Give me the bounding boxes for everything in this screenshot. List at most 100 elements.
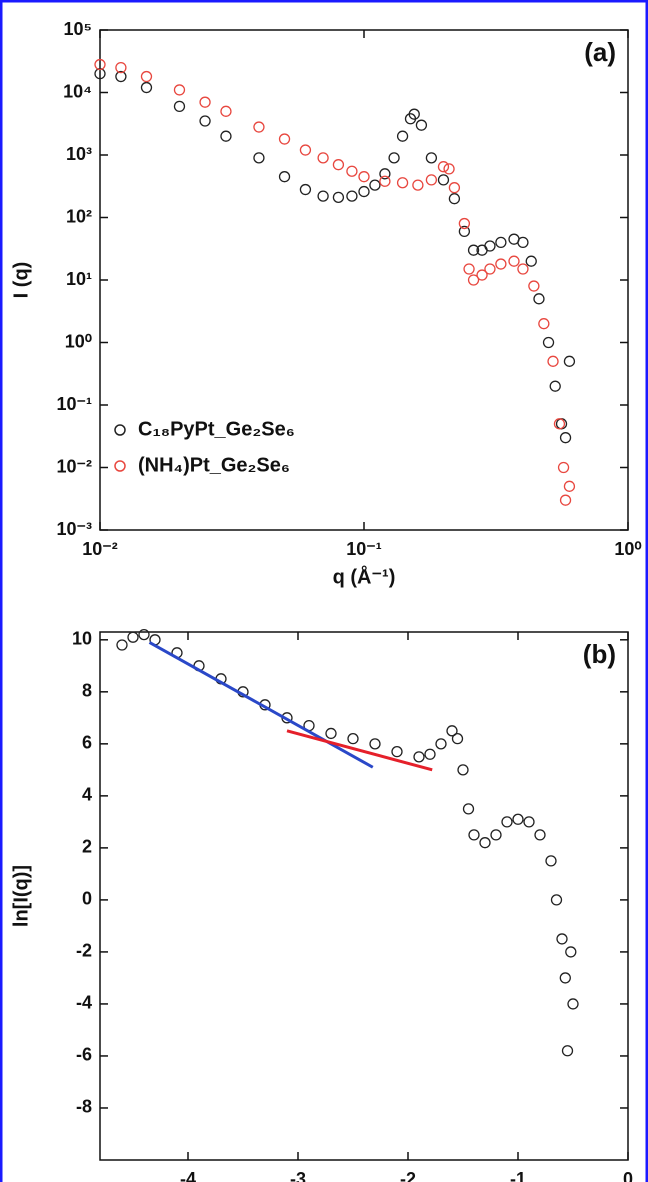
data-point — [508, 255, 520, 267]
panel-label: (a) — [584, 37, 616, 67]
data-point — [563, 480, 576, 492]
data-point — [199, 96, 211, 108]
x-axis-label: q (Å⁻¹) — [333, 564, 396, 588]
data-point — [462, 803, 475, 815]
data-point — [545, 855, 557, 867]
y-tick-label: 6 — [82, 733, 92, 753]
data-point — [396, 130, 409, 142]
data-point — [253, 121, 265, 133]
data-point — [94, 58, 106, 71]
data-point — [463, 263, 475, 275]
data-point — [358, 185, 370, 198]
y-tick-label: -6 — [76, 1045, 92, 1065]
data-point — [140, 70, 153, 83]
x-tick-label: 10⁰ — [614, 539, 641, 559]
data-point — [549, 380, 561, 392]
data-point — [346, 190, 358, 202]
x-tick-label: -4 — [180, 1169, 196, 1182]
y-tick-label: 10¹ — [66, 269, 92, 289]
data-point — [425, 152, 438, 164]
panel-label: (b) — [583, 639, 616, 669]
x-tick-label: 10⁻¹ — [346, 539, 382, 559]
legend-label: (NH₄)Pt_Ge₂Se₆ — [138, 454, 290, 476]
y-tick-label: 8 — [82, 681, 92, 701]
data-point — [457, 764, 469, 776]
data-point — [253, 152, 265, 164]
data-point — [446, 725, 458, 737]
data-point — [278, 171, 291, 183]
fit-line — [286, 729, 433, 772]
data-point — [517, 263, 529, 275]
data-point — [325, 727, 337, 740]
data-point — [332, 159, 345, 171]
data-point — [559, 972, 571, 984]
data-point — [317, 190, 329, 202]
data-point — [468, 829, 480, 841]
y-tick-label: -4 — [76, 993, 92, 1013]
x-tick-label: 0 — [623, 1169, 633, 1182]
data-point — [476, 269, 488, 281]
data-point — [408, 108, 420, 120]
data-point — [484, 263, 496, 275]
data-point — [467, 244, 480, 256]
data-point — [116, 639, 128, 651]
data-point — [299, 144, 312, 156]
data-point — [173, 84, 186, 96]
data-point — [495, 236, 507, 249]
data-point — [413, 751, 425, 763]
y-tick-label: 10⁻² — [56, 456, 92, 476]
data-point — [115, 70, 127, 83]
x-tick-label: -3 — [290, 1169, 306, 1182]
data-point — [525, 255, 537, 267]
data-point — [379, 168, 391, 180]
data-point — [490, 829, 502, 841]
data-point — [484, 240, 496, 252]
y-tick-label: 10³ — [66, 144, 92, 164]
data-point — [412, 179, 424, 191]
data-point — [140, 81, 153, 94]
data-point — [538, 318, 550, 330]
data-point — [425, 174, 438, 186]
y-tick-label: 10⁻¹ — [56, 394, 92, 414]
data-point — [115, 61, 127, 74]
data-point — [563, 355, 576, 367]
data-point — [553, 418, 566, 430]
data-point — [317, 152, 329, 164]
data-point — [94, 68, 106, 80]
data-point — [479, 837, 491, 849]
data-point — [557, 461, 570, 474]
data-point — [173, 100, 186, 113]
y-tick-label: 2 — [82, 837, 92, 857]
data-point — [556, 933, 568, 945]
y-tick-label: 0 — [82, 889, 92, 909]
x-tick-label: -1 — [510, 1169, 526, 1182]
data-point — [346, 165, 358, 177]
data-point — [220, 130, 232, 142]
data-point — [467, 274, 480, 286]
data-point — [495, 258, 507, 270]
data-point — [501, 816, 513, 828]
data-point — [437, 161, 450, 173]
y-tick-label: 10 — [72, 629, 92, 649]
y-tick-label: 10⁻³ — [56, 519, 92, 539]
plot-frame — [99, 631, 629, 1161]
data-point — [451, 732, 464, 745]
data-point — [517, 236, 529, 249]
data-point — [299, 183, 312, 196]
data-point — [559, 432, 572, 444]
data-point — [332, 191, 345, 204]
data-point — [542, 336, 555, 349]
data-point — [435, 738, 447, 750]
data-point — [443, 163, 455, 175]
y-tick-label: 4 — [82, 785, 92, 805]
y-tick-label: 10⁵ — [64, 19, 92, 39]
data-point — [448, 193, 461, 205]
x-tick-label: 10⁻² — [82, 539, 118, 559]
data-point — [437, 174, 450, 186]
data-point — [533, 293, 545, 305]
data-point — [391, 745, 403, 758]
data-point — [127, 631, 139, 643]
data-point — [396, 177, 409, 189]
